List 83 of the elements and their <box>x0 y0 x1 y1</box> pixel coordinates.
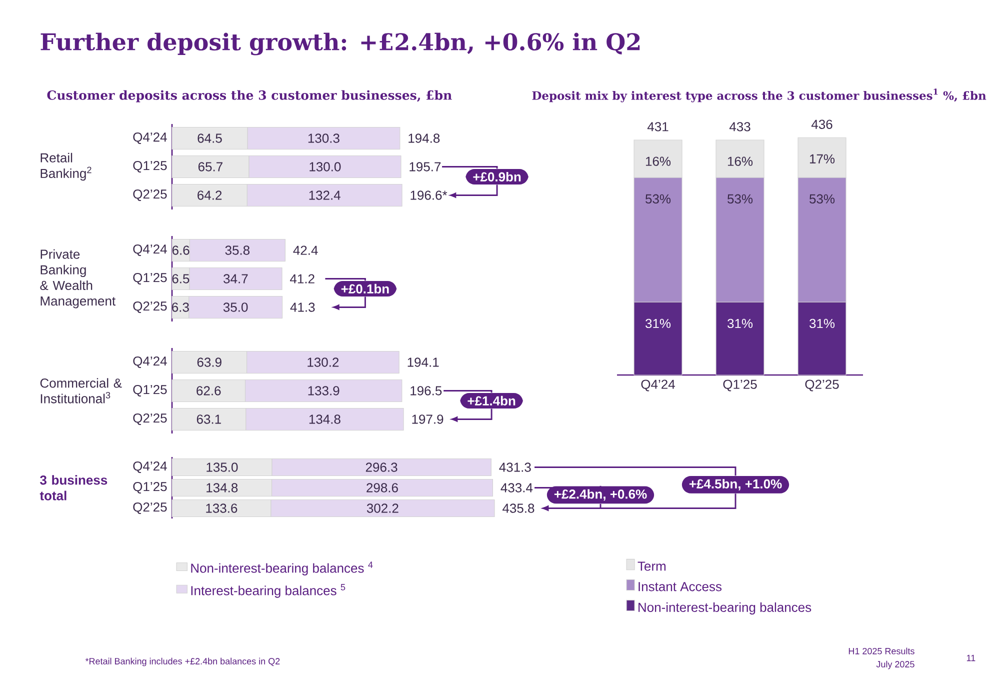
data-label: 53% <box>810 194 835 204</box>
data-label: 132.4 <box>309 190 340 200</box>
total-label: 196.5 <box>410 386 442 396</box>
y-axis-title: Commercial & Institutional$^{3}$ <box>40 378 122 404</box>
data-label: 135.0 <box>206 462 238 472</box>
total-label: 42.4 <box>293 246 318 255</box>
text: +£4.5bn, +1.0% <box>689 478 782 490</box>
annotation: 433 <box>729 122 750 132</box>
y-tick-label: Q4’24 <box>133 244 167 256</box>
total-label: 41.2 <box>290 274 314 284</box>
data-label: 64.2 <box>198 190 222 200</box>
data-label: 296.3 <box>366 462 398 472</box>
chart-title: Further deposit growth: +£2.4bn, +0.6% in Q2 <box>40 32 640 56</box>
data-label: 35.0 <box>223 302 248 312</box>
data-label: 16% <box>646 156 671 166</box>
text: +£1.4bn <box>468 396 516 406</box>
text: July 2025 <box>876 660 914 670</box>
y-tick-label: Q1’25 <box>133 272 167 285</box>
y-tick-label: Q2’25 <box>133 502 167 514</box>
text: 11 <box>966 654 976 662</box>
data-label: 130.0 <box>310 162 341 172</box>
data-label: 6.6 <box>172 246 190 255</box>
y-tick-label: Q2’25 <box>133 189 167 202</box>
total-label: 197.9 <box>412 414 444 424</box>
text: *Retail Banking includes +£2.4bn balances in Q2 <box>85 658 280 666</box>
x-tick-label: Q4’24 <box>641 380 675 392</box>
data-label: 134.8 <box>309 414 340 424</box>
x-tick-label: Q1’25 <box>723 380 757 392</box>
text: +£2.4bn, +0.6% <box>554 489 647 501</box>
annotation: 431 <box>647 122 668 132</box>
data-label: 34.7 <box>224 274 248 284</box>
data-label: 298.6 <box>366 483 398 492</box>
y-axis-title: 3 business total <box>40 475 108 500</box>
total-label: 435.8 <box>502 504 534 513</box>
y-tick-label: Q2’25 <box>133 301 167 314</box>
data-label: 65.7 <box>198 162 222 172</box>
data-label: 31% <box>809 318 835 328</box>
text: H1 2025 Results <box>848 648 914 654</box>
total-label: 433.4 <box>500 483 533 492</box>
data-label: 53% <box>728 194 753 204</box>
data-label: 62.6 <box>196 386 221 396</box>
chart-subtitle: Customer deposits across the 3 customer businesses, £bn <box>47 90 452 102</box>
legend-label: Non-interest-bearing balances $^{4}$ <box>191 562 373 576</box>
legend-label: Non-interest-bearing balances <box>638 602 812 615</box>
data-label: 6.3 <box>172 302 189 312</box>
legend-label: Instant Access <box>638 582 722 592</box>
data-label: 17% <box>810 154 835 164</box>
data-label: 130.2 <box>308 358 339 367</box>
data-label: 63.1 <box>196 414 221 424</box>
data-label: 133.9 <box>308 386 340 396</box>
data-label: 35.8 <box>225 246 250 255</box>
y-tick-label: Q1’25 <box>133 482 167 494</box>
legend-label: Interest-bearing balances $^{5}$ <box>191 584 346 598</box>
y-tick-label: Q4’24 <box>133 132 167 144</box>
data-label: 134.8 <box>206 483 238 492</box>
y-tick-label: Q4’24 <box>133 461 167 474</box>
total-label: 194.8 <box>408 134 440 143</box>
total-label: 195.7 <box>410 162 441 172</box>
text: +£0.1bn <box>341 284 389 294</box>
data-label: 133.6 <box>206 504 238 513</box>
chart-title: Deposit mix by interest type across the 3 customer businesses$^{1}$ %, £bn <box>532 88 986 102</box>
data-label: 31% <box>727 318 753 328</box>
data-label: 130.3 <box>308 134 340 143</box>
text: +£0.9bn <box>473 172 521 182</box>
data-label: 53% <box>646 194 671 204</box>
total-label: 194.1 <box>408 358 439 367</box>
y-axis-title: Private Banking & Wealth Management <box>40 249 116 308</box>
y-tick-label: Q1’25 <box>133 160 167 173</box>
data-label: 16% <box>728 156 753 166</box>
data-label: 6.5 <box>172 274 190 284</box>
total-label: 41.3 <box>290 302 315 312</box>
y-tick-label: Q4’24 <box>133 356 167 368</box>
total-label: 196.6* <box>410 190 448 200</box>
legend-label: Term <box>638 562 666 571</box>
annotation: 436 <box>811 120 832 129</box>
data-label: 63.9 <box>197 358 222 367</box>
y-tick-label: Q2’25 <box>133 413 167 426</box>
total-label: 431.3 <box>499 462 531 472</box>
x-tick-label: Q2’25 <box>805 380 839 392</box>
data-label: 64.5 <box>198 134 222 143</box>
data-label: 31% <box>645 318 671 328</box>
y-axis-title: Retail Banking$^{2}$ <box>40 152 92 181</box>
data-label: 302.2 <box>366 504 398 513</box>
